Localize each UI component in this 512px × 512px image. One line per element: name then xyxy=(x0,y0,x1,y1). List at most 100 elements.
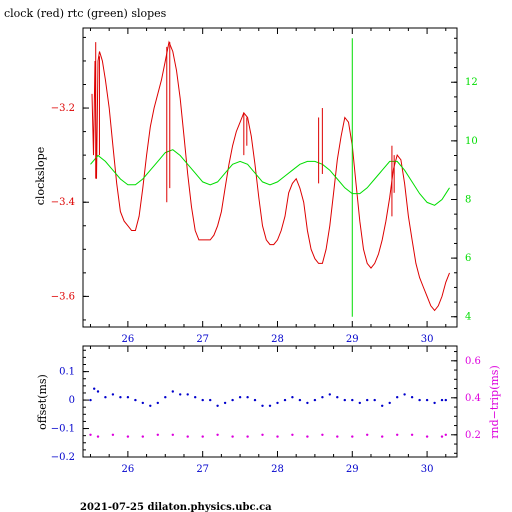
series-point-offset xyxy=(179,393,182,396)
series-point-offset xyxy=(261,404,264,407)
series-point-offset xyxy=(328,393,331,396)
series-point-offset xyxy=(126,396,130,399)
series-point-rnd-trip xyxy=(126,435,130,438)
series-point-offset xyxy=(298,398,302,402)
series-point-offset xyxy=(216,404,219,407)
series-point-rnd-trip xyxy=(89,433,92,436)
series-point-offset xyxy=(134,398,137,402)
series-point-rnd-trip xyxy=(201,435,204,438)
series-point-offset xyxy=(231,398,234,402)
footer-text: 2021-07-25 dilaton.physics.ubc.ca xyxy=(80,502,272,512)
series-point-offset xyxy=(253,398,257,402)
series-point-offset xyxy=(440,398,444,402)
y2-tick-label: 4 xyxy=(465,312,471,323)
series-point-offset xyxy=(171,390,174,393)
series-point-offset xyxy=(366,398,369,402)
top-plot-frame xyxy=(82,27,458,328)
y2-tick-label: 0.4 xyxy=(465,393,481,404)
series-point-rnd-trip xyxy=(246,435,249,438)
y-tick-label: −0.1 xyxy=(51,424,75,435)
series-point-offset xyxy=(104,396,107,399)
chart-title: clock (red) rtc (green) slopes xyxy=(4,7,167,20)
series-point-rnd-trip xyxy=(261,433,264,436)
series-point-offset xyxy=(111,393,115,396)
series-point-rnd-trip xyxy=(216,433,219,436)
series-point-rnd-trip xyxy=(366,433,369,436)
series-point-rnd-trip xyxy=(231,435,234,438)
y2-tick-label: 0.2 xyxy=(465,430,481,441)
top-chart: clockslope 26 27 28 29 30 −3.6 −3.4 −3.2 4 6 8 10 12 xyxy=(34,27,478,345)
series-point-rnd-trip xyxy=(444,433,447,436)
series-point-rnd-trip xyxy=(321,433,324,436)
series-point-rnd-trip xyxy=(440,435,444,438)
series-point-offset xyxy=(276,401,279,405)
series-point-offset xyxy=(321,396,324,399)
y2-tick-label: 0.6 xyxy=(465,356,481,367)
y-tick-label: 0.1 xyxy=(59,367,75,378)
series-point-offset xyxy=(351,398,354,402)
series-point-rnd-trip xyxy=(141,435,144,438)
series-point-offset xyxy=(283,398,287,402)
series-point-offset xyxy=(268,404,272,407)
y2-tick-label: 10 xyxy=(465,136,478,147)
series-point-offset xyxy=(149,404,152,407)
series-point-offset xyxy=(444,398,447,402)
series-point-rnd-trip xyxy=(306,435,309,438)
y-tick-label: 0 xyxy=(69,395,75,406)
y-tick-label: −3.4 xyxy=(51,197,75,208)
x-tick-label: 27 xyxy=(196,464,209,475)
series-point-offset xyxy=(209,398,212,402)
series-point-offset xyxy=(96,390,100,393)
series-point-rnd-trip xyxy=(156,433,159,436)
series-point-offset xyxy=(141,401,144,405)
series-point-offset xyxy=(381,404,384,407)
series-point-offset xyxy=(93,387,96,390)
series-point-rnd-trip xyxy=(171,433,174,436)
bottom-chart: offset(ms) rnd−trip(ms) 26 27 28 29 30 −0.2 −0… xyxy=(36,345,501,475)
series-point-offset xyxy=(418,398,421,402)
series-point-rnd-trip xyxy=(186,435,189,438)
bottom-y-axis-label: offset(ms) xyxy=(36,374,49,430)
series-point-rnd-trip xyxy=(96,435,100,438)
y2-tick-label: 8 xyxy=(465,194,471,205)
series-point-offset xyxy=(223,401,227,405)
series-point-offset xyxy=(396,396,399,399)
top-y-axis-label: clockslope xyxy=(34,147,47,205)
series-point-rnd-trip xyxy=(291,433,294,436)
series-point-offset xyxy=(403,393,406,396)
series-point-rnd-trip xyxy=(410,433,414,436)
series-point-rnd-trip xyxy=(336,435,339,438)
series-point-offset xyxy=(201,398,204,402)
series-point-rnd-trip xyxy=(276,435,279,438)
series-point-rnd-trip xyxy=(396,433,399,436)
series-point-offset xyxy=(313,398,317,402)
series-point-offset xyxy=(89,398,92,402)
series-point-offset xyxy=(164,396,167,399)
series-point-offset xyxy=(156,401,159,405)
series-point-offset xyxy=(358,401,361,405)
series-point-rnd-trip xyxy=(111,433,115,436)
y-tick-label: −3.2 xyxy=(51,103,75,114)
series-point-offset xyxy=(433,401,436,405)
series-point-offset xyxy=(194,396,197,399)
series-point-offset xyxy=(291,396,294,399)
series-point-rnd-trip xyxy=(425,435,429,438)
x-tick-label: 26 xyxy=(122,334,135,345)
x-tick-label: 27 xyxy=(196,334,209,345)
series-point-offset xyxy=(246,396,249,399)
x-tick-label: 30 xyxy=(421,464,434,475)
x-tick-label: 26 xyxy=(122,464,135,475)
x-tick-label: 28 xyxy=(271,334,284,345)
series-point-offset xyxy=(186,393,189,396)
x-tick-label: 29 xyxy=(346,334,359,345)
series-point-rnd-trip xyxy=(351,435,354,438)
series-line-clock xyxy=(91,40,450,312)
series-point-offset xyxy=(410,396,414,399)
x-tick-label: 30 xyxy=(421,334,434,345)
series-line-rtc xyxy=(90,149,450,206)
x-tick-label: 28 xyxy=(271,464,284,475)
series-point-offset xyxy=(238,396,242,399)
series-point-offset xyxy=(388,401,391,405)
bottom-plot-frame xyxy=(82,345,458,458)
